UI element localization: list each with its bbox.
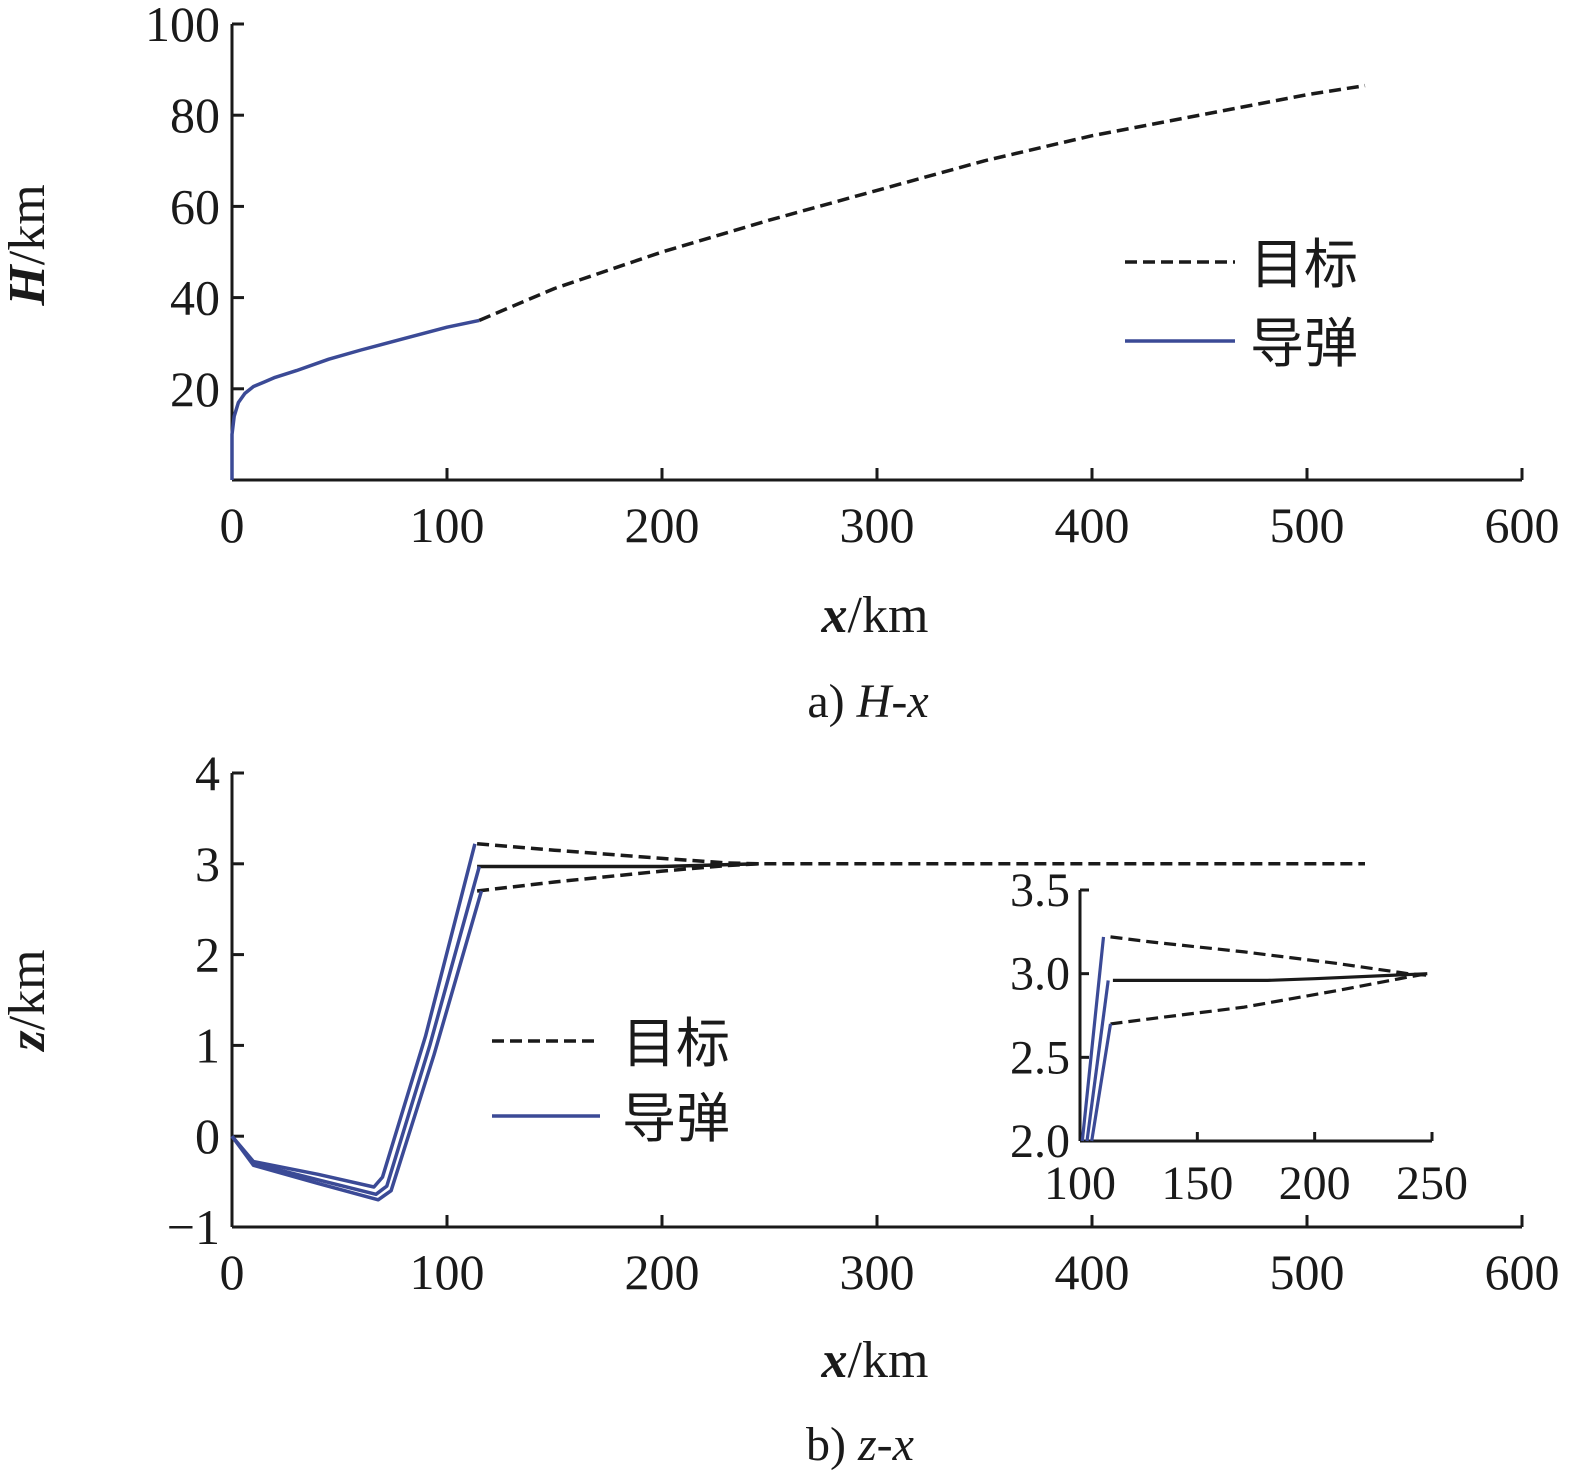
x-tick-label: 500 xyxy=(1270,497,1345,553)
x-tick-label: 200 xyxy=(625,1244,700,1300)
series-dashed-line xyxy=(476,842,1365,866)
chart-b-inset: 100 150 200 250 2.0 2.5 3.0 3.5 xyxy=(1010,864,1468,1210)
x-tick-label: 200 xyxy=(625,497,700,553)
chart-a-ylabel: H/km xyxy=(0,184,56,306)
y-tick-label: 40 xyxy=(170,270,220,326)
y-tick-label: 2 xyxy=(195,927,220,983)
x-tick-label: 100 xyxy=(410,497,485,553)
y-tick-label: 4 xyxy=(195,745,220,801)
chart-a-xlabel: x/km xyxy=(821,587,929,644)
x-tick-label: 400 xyxy=(1055,497,1130,553)
x-tick-label: 500 xyxy=(1270,1244,1345,1300)
y-tick-label: −1 xyxy=(167,1199,220,1255)
chart-b-series xyxy=(230,842,1365,1202)
inset-series xyxy=(1080,935,1428,1142)
y-tick-label: 3.5 xyxy=(1010,864,1070,917)
x-tick-label: 150 xyxy=(1161,1157,1233,1210)
chart-b-ylabel: z/km xyxy=(0,949,56,1052)
x-tick-label: 250 xyxy=(1396,1157,1468,1210)
y-tick-label: 2.0 xyxy=(1010,1115,1070,1168)
legend-missile-label: 导弹 xyxy=(1250,312,1358,375)
series-solid-line xyxy=(1080,936,1106,1142)
x-tick-label: 100 xyxy=(410,1244,485,1300)
y-tick-label: 3.0 xyxy=(1010,948,1070,1001)
legend-missile-label: 导弹 xyxy=(622,1087,730,1150)
legend-target-label: 目标 xyxy=(1250,233,1358,296)
inset-axes: 100 150 200 250 2.0 2.5 3.0 3.5 xyxy=(1010,864,1468,1210)
x-tick-label: 0 xyxy=(220,1244,245,1300)
x-tick-label: 0 xyxy=(220,497,245,553)
series-solid-line xyxy=(477,862,759,869)
chart-a-axes: 0 100 200 300 400 500 600 20 40 60 80 100 xyxy=(145,0,1560,553)
y-tick-label: 3 xyxy=(195,836,220,892)
chart-b-caption: b) z-x xyxy=(806,1418,914,1471)
series-solid-line xyxy=(1085,980,1110,1142)
x-tick-label: 200 xyxy=(1279,1157,1351,1210)
series-solid-line xyxy=(230,318,480,480)
chart-b-xlabel: x/km xyxy=(821,1332,929,1389)
x-tick-label: 300 xyxy=(840,1244,915,1300)
chart-b-legend: 目标 导弹 xyxy=(492,1012,730,1150)
y-tick-label: 80 xyxy=(170,87,220,143)
chart-a-series xyxy=(230,83,1366,480)
series-solid-line xyxy=(1112,972,1428,982)
chart-h-x: 0 100 200 300 400 500 600 20 40 60 80 100 目标 导弹 x/k… xyxy=(0,0,1560,728)
x-tick-label: 600 xyxy=(1485,497,1560,553)
chart-a-legend: 目标 导弹 xyxy=(1125,233,1358,375)
y-tick-label: 1 xyxy=(195,1017,220,1073)
y-tick-label: 0 xyxy=(195,1108,220,1164)
series-dashed-line xyxy=(478,83,1366,323)
y-tick-label: 20 xyxy=(170,361,220,417)
y-tick-label: 100 xyxy=(145,0,220,52)
series-solid-line xyxy=(230,890,484,1202)
x-tick-label: 400 xyxy=(1055,1244,1130,1300)
chart-a-caption: a) H-x xyxy=(807,675,928,728)
series-dashed-line xyxy=(1110,972,1428,1026)
x-tick-label: 100 xyxy=(1044,1157,1116,1210)
series-dashed-line xyxy=(1110,935,1428,977)
legend-target-label: 目标 xyxy=(622,1012,730,1075)
y-tick-label: 60 xyxy=(170,178,220,234)
series-solid-line xyxy=(1090,1023,1113,1142)
x-tick-label: 300 xyxy=(840,497,915,553)
x-tick-label: 600 xyxy=(1485,1244,1560,1300)
y-tick-label: 2.5 xyxy=(1010,1031,1070,1084)
